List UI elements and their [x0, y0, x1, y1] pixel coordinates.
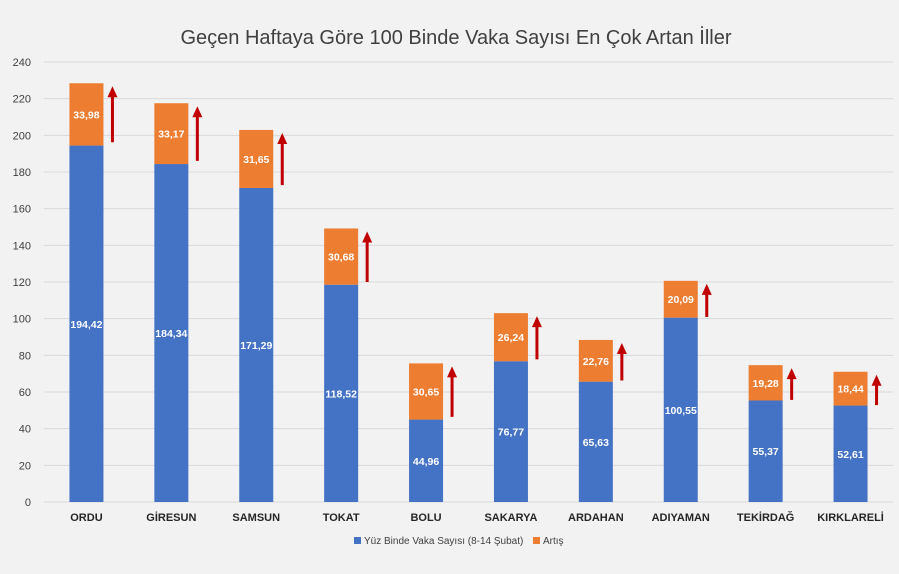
data-label-increase: 33,17	[158, 129, 184, 141]
x-tick-label: GİRESUN	[146, 511, 196, 524]
legend: Yüz Binde Vaka Sayısı (8-14 Şubat) Artış	[354, 536, 564, 547]
increase-arrows	[107, 86, 882, 417]
increase-arrow-head	[107, 86, 118, 98]
legend-label-increase: Artış	[543, 536, 564, 547]
data-label-cases: 171,29	[240, 340, 272, 352]
legend-swatch-cases	[354, 537, 361, 544]
x-tick-label: SAMSUN	[232, 512, 280, 524]
x-tick-label: BOLU	[410, 512, 441, 524]
bar-cases	[663, 317, 698, 502]
bar-cases	[239, 187, 274, 503]
bar-increase	[578, 339, 613, 382]
bar-cases	[69, 145, 104, 502]
y-axis: 0 20 40 60 80 100 120 140 160 180 200 220 240	[13, 57, 31, 509]
increase-arrow-head	[362, 231, 373, 243]
data-label-cases: 184,34	[155, 328, 187, 340]
data-label-cases: 65,63	[583, 437, 609, 449]
data-label-cases: 100,55	[665, 405, 697, 417]
y-tick-label: 80	[19, 350, 31, 362]
bar-cases	[578, 381, 613, 502]
data-label-cases: 194,42	[70, 319, 102, 331]
data-label-cases: 44,96	[413, 456, 439, 468]
y-tick-label: 180	[13, 167, 31, 179]
y-tick-label: 220	[13, 94, 31, 106]
x-axis: ORDU GİRESUN SAMSUN TOKAT BOLU SAKARYA ARDAHAN…	[70, 511, 884, 524]
data-label-increase: 22,76	[583, 356, 609, 368]
bar-cases	[493, 361, 528, 502]
y-tick-label: 20	[19, 460, 31, 472]
x-tick-label: KIRKLARELİ	[817, 511, 884, 524]
x-tick-label: ADIYAMAN	[652, 512, 710, 524]
y-tick-label: 240	[13, 57, 31, 69]
data-label-cases: 76,77	[498, 427, 524, 439]
data-label-cases: 118,52	[325, 388, 357, 400]
y-tick-label: 140	[13, 240, 31, 252]
increase-arrow-head	[871, 374, 882, 386]
bar-increase	[748, 365, 783, 401]
bar-increase	[663, 280, 698, 318]
data-label-increase: 26,24	[498, 332, 524, 344]
bar-cases	[324, 284, 359, 502]
bar-cases	[748, 400, 783, 502]
bar-increase	[833, 371, 868, 406]
increase-arrow-head	[447, 366, 458, 378]
data-label-cases: 52,61	[837, 449, 863, 461]
data-label-cases: 55,37	[753, 446, 779, 458]
y-tick-label: 160	[13, 204, 31, 216]
y-tick-label: 200	[13, 130, 31, 142]
bar-increase	[154, 103, 189, 165]
x-tick-label: TOKAT	[323, 512, 360, 524]
data-label-increase: 30,65	[413, 386, 439, 398]
x-tick-label: ARDAHAN	[568, 512, 624, 524]
bar-increase	[239, 129, 274, 188]
increase-arrow-head	[701, 283, 712, 295]
data-label-increase: 19,28	[753, 378, 779, 390]
data-label-increase: 31,65	[243, 154, 269, 166]
bar-cases	[154, 164, 189, 502]
increase-arrow-head	[786, 368, 797, 380]
bars: 194,42 33,98 184,34 33,17 171,29 31,65 118,52 3…	[69, 83, 868, 503]
bar-increase	[324, 228, 359, 285]
legend-swatch-increase	[533, 537, 540, 544]
y-tick-label: 100	[13, 314, 31, 326]
y-tick-label: 40	[19, 424, 31, 436]
increase-arrow-head	[531, 316, 542, 328]
data-label-increase: 18,44	[837, 384, 863, 396]
bar-cases	[409, 419, 444, 502]
x-tick-label: SAKARYA	[484, 512, 537, 524]
legend-label-cases: Yüz Binde Vaka Sayısı (8-14 Şubat)	[364, 536, 523, 547]
data-label-increase: 30,68	[328, 252, 354, 264]
y-tick-label: 0	[25, 497, 31, 509]
y-tick-label: 120	[13, 277, 31, 289]
y-tick-label: 60	[19, 387, 31, 399]
increase-arrow-head	[277, 132, 288, 144]
increase-arrow-head	[616, 342, 627, 354]
increase-arrow-head	[192, 106, 203, 118]
bar-cases	[833, 405, 868, 502]
x-tick-label: TEKİRDAĞ	[737, 511, 794, 524]
x-tick-label: ORDU	[70, 512, 102, 524]
chart-title: Geçen Haftaya Göre 100 Binde Vaka Sayısı…	[180, 26, 731, 49]
data-label-increase: 33,98	[73, 109, 99, 121]
bar-increase	[493, 313, 528, 362]
bar-increase	[69, 83, 104, 146]
bar-increase	[409, 363, 444, 420]
data-label-increase: 20,09	[668, 294, 694, 306]
